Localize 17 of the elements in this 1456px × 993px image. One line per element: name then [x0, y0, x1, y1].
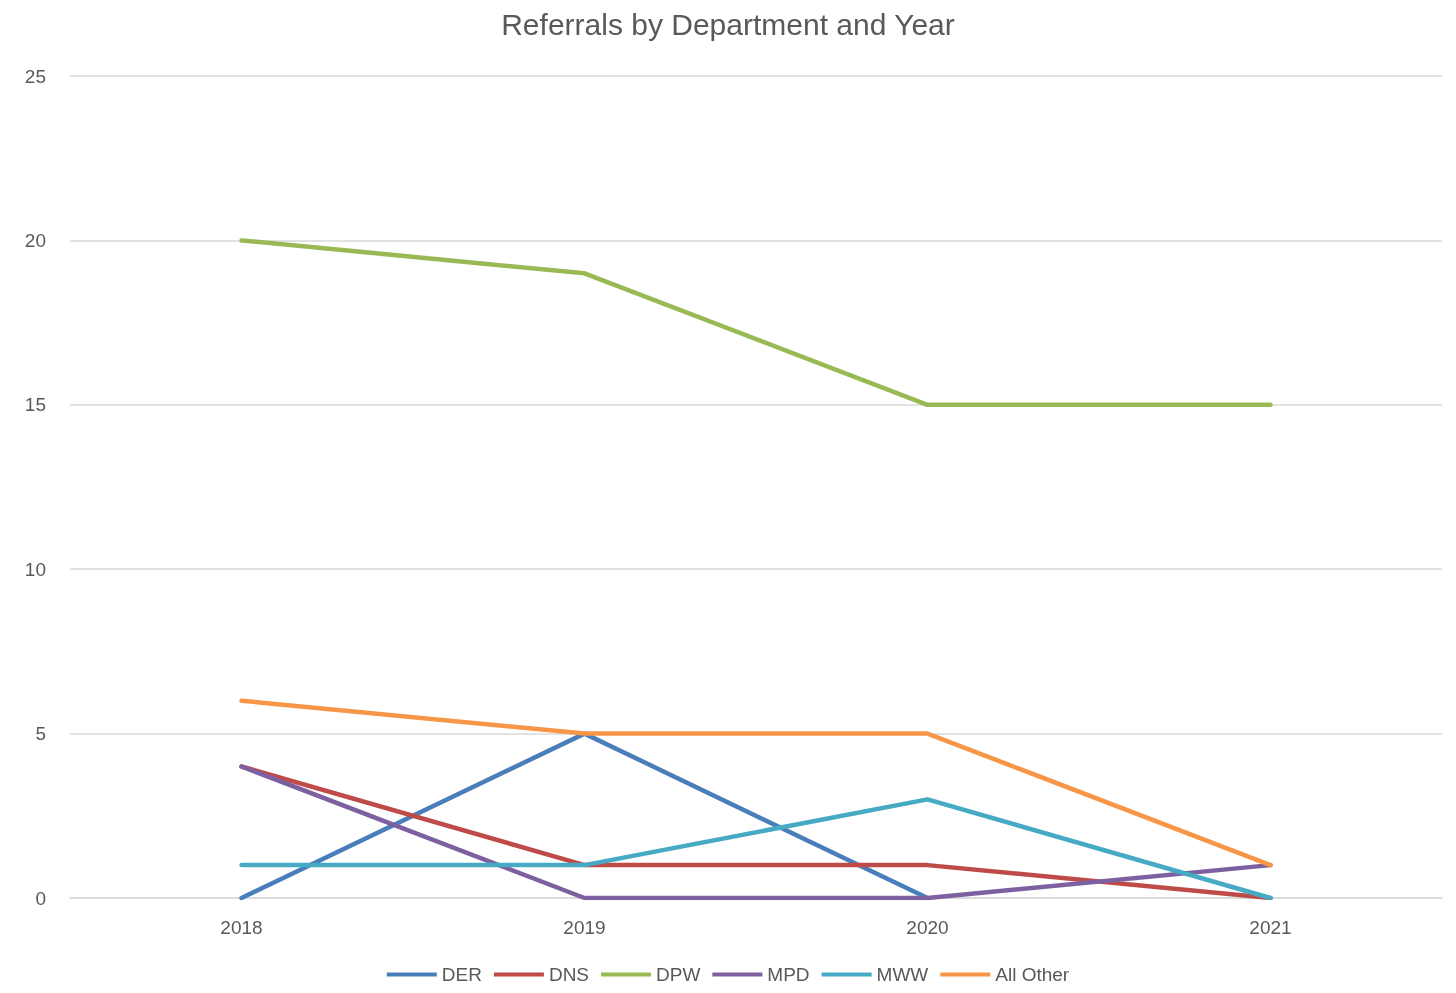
x-tick-label: 2021 — [1249, 917, 1292, 938]
y-tick-label: 0 — [35, 887, 46, 909]
y-tick-label: 25 — [24, 65, 46, 87]
legend-label: DNS — [548, 964, 590, 985]
chart-title: Referrals by Department and Year — [501, 7, 955, 41]
y-tick-label: 20 — [24, 229, 46, 251]
legend-label: MPD — [767, 964, 810, 985]
legend-label: All Other — [995, 964, 1070, 985]
x-tick-label: 2018 — [220, 917, 263, 938]
legend-label: DPW — [656, 964, 701, 985]
legend-label: MWW — [876, 964, 929, 985]
y-tick-label: 15 — [24, 394, 46, 416]
x-tick-label: 2020 — [906, 917, 949, 938]
legend-label: DER — [441, 964, 482, 985]
y-tick-label: 10 — [24, 558, 46, 580]
x-tick-label: 2019 — [563, 917, 606, 938]
y-tick-label: 5 — [35, 723, 46, 745]
